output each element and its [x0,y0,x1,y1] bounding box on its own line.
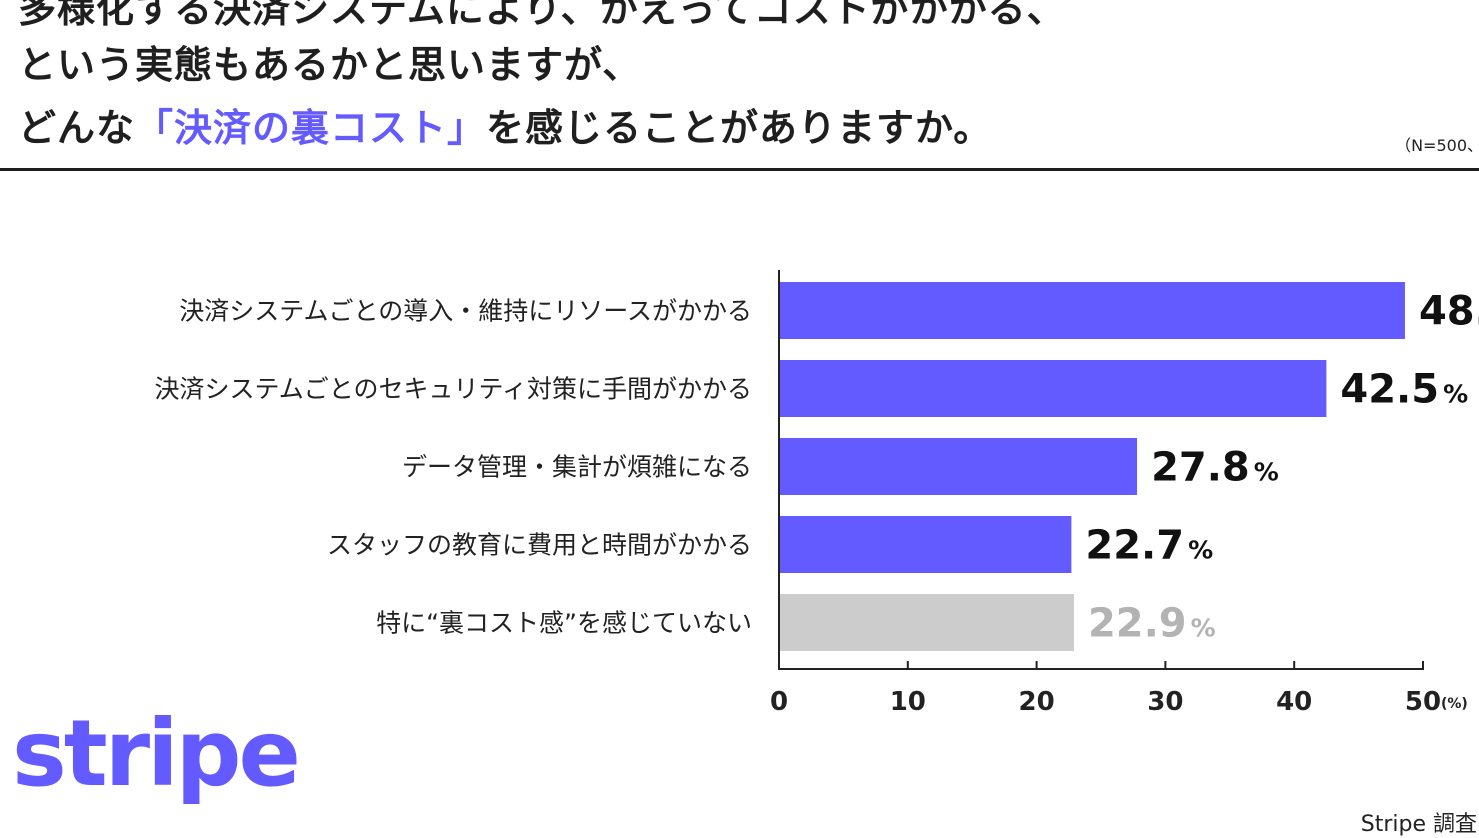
value-number-1: 42.5 [1340,367,1439,413]
x-tick-label-1: 10 [890,687,926,717]
x-tick-label-4: 40 [1276,687,1312,717]
bar-3 [779,516,1072,573]
value-number-2: 27.8 [1151,445,1250,491]
title-line-0: 多様化する決済システムにより、かえってコストがかかる、 [18,0,1066,31]
x-tick-label-2: 20 [1019,687,1055,717]
title-line-2-post: を感じることがありますか。 [486,106,993,150]
category-label-0: 決済システムごとの導入・維持にリソースがかかる [179,297,752,326]
value-number-3: 22.7 [1085,523,1184,569]
x-tick-label-0: 0 [770,687,788,717]
value-label-1: 42.5% [1340,367,1468,413]
value-label-2: 27.8% [1151,445,1279,491]
source-note: Stripe 調査 [1360,812,1477,837]
category-label-2: データ管理・集計が煩雑になる [402,453,752,482]
category-label-4: 特に“裏コスト感”を感じていない [376,609,752,638]
title-line-2-pre: どんな [18,106,136,150]
value-label-4: 22.9% [1088,601,1216,647]
stripe-logo: stripe [12,700,301,807]
bar-1 [779,360,1327,417]
title-line-2: どんな「決済の裏コスト」を感じることがありますか。 [18,97,992,152]
sample-size-note: （N=500、 [1395,136,1479,155]
value-unit-2: % [1254,458,1279,487]
x-tick-label-3: 30 [1147,687,1183,717]
value-label-3: 22.7% [1085,523,1213,569]
value-number-4: 22.9 [1088,601,1187,647]
title-divider [0,168,1479,171]
title-line-1: という実態もあるかと思いますが、 [18,43,642,87]
category-label-3: スタッフの教育に費用と時間がかかる [327,531,752,560]
value-number-0: 48. [1419,289,1479,335]
bar-2 [779,438,1138,495]
x-tick-label-5: 50 [1405,687,1441,717]
bar-0 [779,282,1405,339]
value-unit-1: % [1443,380,1468,409]
value-unit-3: % [1188,536,1213,565]
value-label-0: 48.% [1419,289,1479,335]
value-unit-4: % [1191,614,1216,643]
bar-4 [779,594,1074,651]
title-highlight: 「決済の裏コスト」 [135,106,487,150]
x-unit-label: (%) [1441,696,1468,712]
category-label-1: 決済システムごとのセキュリティ対策に手間がかかる [154,375,752,404]
